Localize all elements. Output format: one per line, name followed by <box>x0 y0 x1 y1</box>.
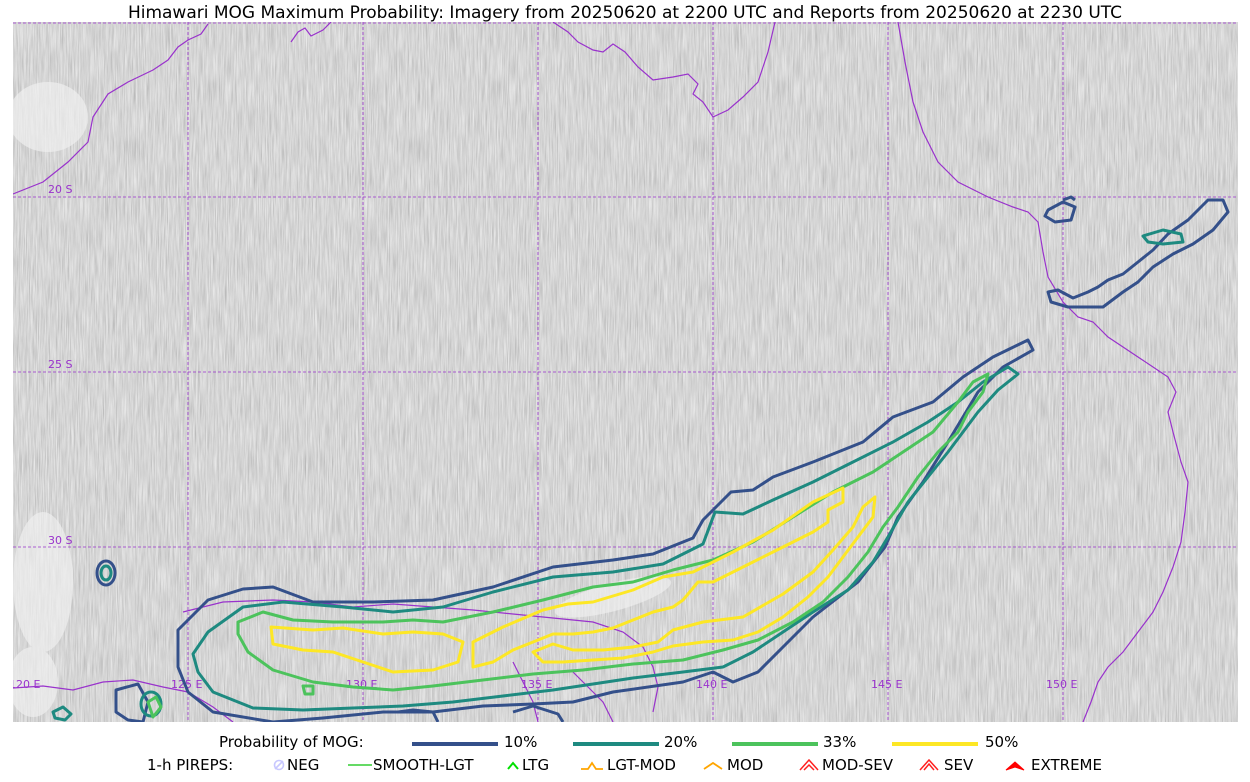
circle-slash-icon <box>273 759 285 771</box>
legend-label-10: 10% <box>504 733 538 751</box>
legend-swatch-50 <box>892 742 978 746</box>
lat-lon-grid <box>13 22 1238 722</box>
legend-swatch-10 <box>412 742 498 746</box>
filled-caret-icon <box>1005 761 1025 771</box>
contour-33-percent <box>146 372 990 719</box>
lat-label-20s: 20 S <box>48 183 72 196</box>
pirep-label-lgt-mod: LGT-MOD <box>607 756 676 774</box>
lon-label-150e: 150 E <box>1046 678 1077 691</box>
legend-swatch-33 <box>732 742 818 746</box>
map-title: Himawari MOG Maximum Probability: Imager… <box>127 3 1123 23</box>
legend-swatch-20 <box>573 742 659 746</box>
probability-legend-title: Probability of MOG: <box>219 733 364 751</box>
legend-label-20: 20% <box>664 733 698 751</box>
pirep-label-mod-sev: MOD-SEV <box>822 756 893 774</box>
pireps-legend: 1-h PIREPS: NEG SMOOTH-LGT LTG LGT-MOD M… <box>0 756 1250 776</box>
pirep-label-ltg: LTG <box>522 756 550 774</box>
pirep-label-sev: SEV <box>944 756 974 774</box>
lon-label-120e: 120 E <box>13 678 40 691</box>
pirep-label-extreme: EXTREME <box>1031 756 1102 774</box>
lon-label-135e: 135 E <box>521 678 552 691</box>
pirep-label-smooth-lgt: SMOOTH-LGT <box>373 756 474 774</box>
double-caret-icon <box>919 758 939 771</box>
caret-icon <box>703 761 723 770</box>
pirep-label-neg: NEG <box>287 756 320 774</box>
hat-icon <box>581 761 603 770</box>
lon-label-140e: 140 E <box>696 678 727 691</box>
legend-label-33: 33% <box>823 733 857 751</box>
line-icon <box>348 764 372 766</box>
lat-label-25s: 25 S <box>48 358 72 371</box>
lat-label-30s: 30 S <box>48 534 72 547</box>
contour-10-percent <box>95 195 1230 722</box>
lon-label-145e: 145 E <box>871 678 902 691</box>
double-caret-icon <box>799 758 819 771</box>
pirep-label-mod: MOD <box>727 756 764 774</box>
contour-50-percent <box>269 486 877 674</box>
caret-icon <box>507 761 519 770</box>
probability-legend: Probability of MOG: 10% 20% 33% 50% <box>0 733 1250 753</box>
satellite-map[interactable]: 20 S 25 S 30 S 120 E 125 E 130 E 135 E 1… <box>13 22 1238 722</box>
legend-label-50: 50% <box>985 733 1019 751</box>
lon-label-125e: 125 E <box>171 678 202 691</box>
pireps-legend-title: 1-h PIREPS: <box>147 756 234 774</box>
